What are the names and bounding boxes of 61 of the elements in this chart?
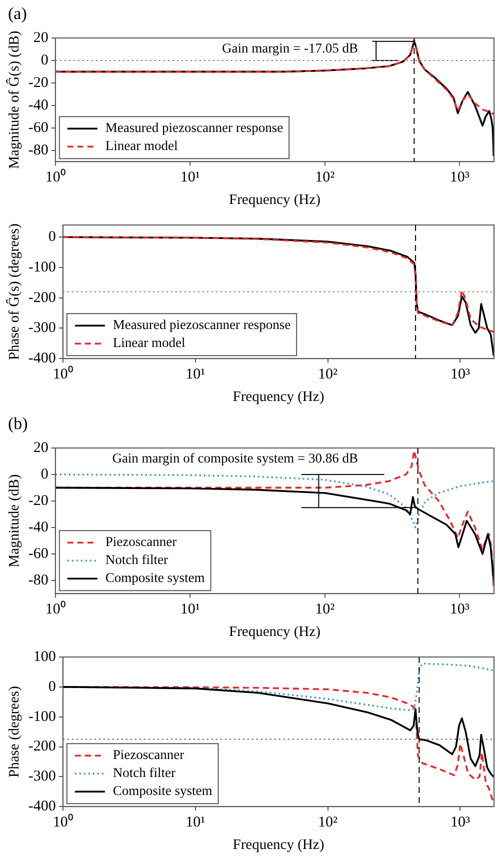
y-axis-title: Phase (degrees) [6,686,23,778]
y-tick-label: 20 [33,440,48,456]
x-tick-label: 10³ [450,814,470,831]
y-tick-label: -100 [28,259,56,276]
legend-label: Piezoscanner [105,534,178,550]
x-axis-title: Frequency (Hz) [232,389,324,406]
legend-label: Composite system [105,570,206,586]
x-tick-label: 10⁰ [45,168,66,186]
text: (a) [8,4,27,23]
x-tick-label: 10² [315,602,336,618]
x-axis-title: Frequency (Hz) [229,624,321,640]
y-axis-title: Phase of Ĝ(s) (degrees) [6,223,23,360]
legend-label: Composite system [112,783,213,798]
y-tick-label: -200 [28,738,56,755]
y-tick-label: -60 [28,546,48,562]
x-tick-label: 10¹ [186,366,206,383]
x-tick-label: 10² [318,814,338,831]
y-tick-label: 0 [48,678,56,695]
x-tick-label: 10³ [450,602,470,618]
x-tick-label: 10² [315,170,336,186]
annotation: Gain margin = -17.05 dB [222,40,358,56]
x-tick-label: 10⁰ [52,814,73,831]
y-axis-title: Magnitude (dB) [6,474,23,568]
y-tick-label: 0 [48,229,56,246]
y-tick-label: 20 [33,30,48,46]
x-axis-title: Frequency (Hz) [229,192,321,208]
x-tick-label: 10¹ [186,814,206,831]
y-tick-label: -60 [28,120,48,136]
y-tick-label: -200 [28,290,56,306]
x-tick-label: 10⁰ [45,600,66,618]
legend-label: Notch filter [105,552,168,568]
x-tick-label: 10¹ [180,602,200,618]
annotation: Gain margin of composite system = 30.86 dB [112,450,358,466]
y-tick-label: -400 [28,350,56,367]
x-axis-title: Frequency (Hz) [232,837,324,854]
y-tick-label: 100 [33,648,56,665]
text: (b) [8,414,28,433]
y-tick-label: -40 [28,97,48,114]
y-tick-label: -80 [28,572,48,588]
legend-label: Notch filter [112,765,176,780]
y-tick-label: -100 [28,708,56,725]
y-tick-label: 0 [40,52,48,68]
y-axis-title: Magnitude of Ĝ(s) (dB) [6,30,23,169]
x-tick-label: 10¹ [180,170,200,186]
y-tick-label: -20 [28,74,48,91]
y-tick-label: 0 [40,466,48,482]
y-tick-label: -300 [28,768,56,785]
legend-label: Linear model [105,138,178,154]
x-tick-label: 10³ [450,366,470,383]
y-tick-label: -20 [28,492,48,509]
y-tick-label: -40 [28,519,48,536]
x-tick-label: 10² [318,366,338,383]
y-tick-label: -400 [28,798,56,815]
legend-label: Measured piezoscanner response [112,317,291,332]
legend-label: Piezoscanner [112,747,185,762]
y-tick-label: -300 [28,320,56,336]
y-tick-label: -80 [28,142,48,158]
x-tick-label: 10³ [450,170,470,186]
legend-label: Measured piezoscanner response [105,120,284,136]
legend-label: Linear model [112,335,186,350]
x-tick-label: 10⁰ [52,366,73,383]
